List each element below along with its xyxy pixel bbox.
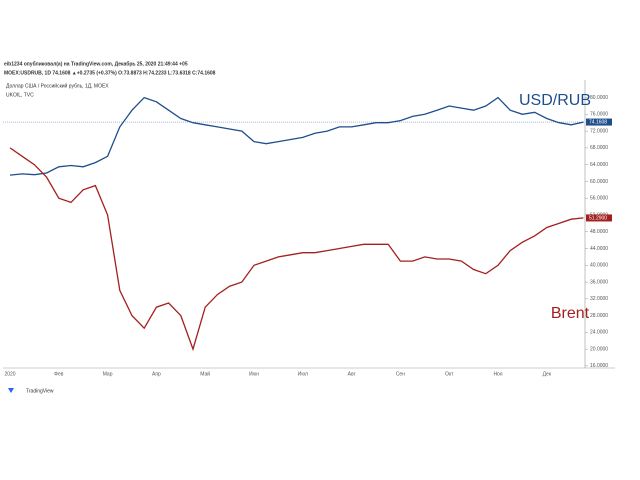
y-tick-label: 64.0000 <box>590 162 608 168</box>
footer: TradingView <box>26 388 54 394</box>
y-tick-label: 80.0000 <box>590 95 608 101</box>
y-tick-label: 28.0000 <box>590 313 608 319</box>
y-tick-label: 72.0000 <box>590 128 608 134</box>
price-tag <box>586 118 612 126</box>
y-tick-label: 48.0000 <box>590 229 608 235</box>
publisher: eib1234 опубликовал(а) на TradingView.co… <box>4 60 188 67</box>
y-tick-label: 44.0000 <box>590 246 608 252</box>
logo <box>8 388 14 393</box>
x-tick-label: 2020 <box>4 371 15 377</box>
x-tick-label: Ноя <box>493 371 502 377</box>
x-tick-label: Июн <box>249 371 259 377</box>
x-tick-label: Сен <box>396 371 405 377</box>
y-tick-label: 20.0000 <box>590 346 608 352</box>
annotation-brent: Brent <box>551 305 590 322</box>
y-tick-label: 36.0000 <box>590 279 608 285</box>
annotation-usd: USD/RUB <box>519 92 591 109</box>
price-tag-label: 51.2900 <box>589 215 607 221</box>
y-tick-label: 60.0000 <box>590 179 608 185</box>
y-tick-label: 56.0000 <box>590 196 608 202</box>
x-tick-label: Авг <box>348 371 356 377</box>
symbol: Доллар США / Российский рубль, 1Д, MOEX <box>6 82 109 89</box>
x-tick-label: Май <box>200 370 210 377</box>
series-line <box>9 147 584 352</box>
quote: MOEX:USDRUB, 1D 74.1608 ▲+0.2735 (+0.37%… <box>4 70 216 76</box>
x-tick-label: Мар <box>103 371 113 377</box>
y-tick-label: 24.0000 <box>590 330 608 336</box>
y-tick-label: 68.0000 <box>590 145 608 151</box>
y-tick-label: 32.0000 <box>590 296 608 302</box>
y-tick-label: 40.0000 <box>590 263 608 269</box>
x-tick-label: Фев <box>54 371 64 377</box>
overlay: UKOIL, TVC <box>6 92 34 98</box>
x-tick-label: Июл <box>298 371 308 377</box>
x-tick-label: Окт <box>445 371 454 377</box>
price-tag <box>586 214 612 222</box>
x-tick-label: Дек <box>543 371 552 377</box>
series-line <box>9 96 584 176</box>
y-tick-label: 16.0000 <box>590 363 608 369</box>
y-tick-label: 76.0000 <box>590 112 608 118</box>
price-tag-label: 74.1608 <box>589 119 607 125</box>
x-tick-label: Апр <box>152 371 161 377</box>
